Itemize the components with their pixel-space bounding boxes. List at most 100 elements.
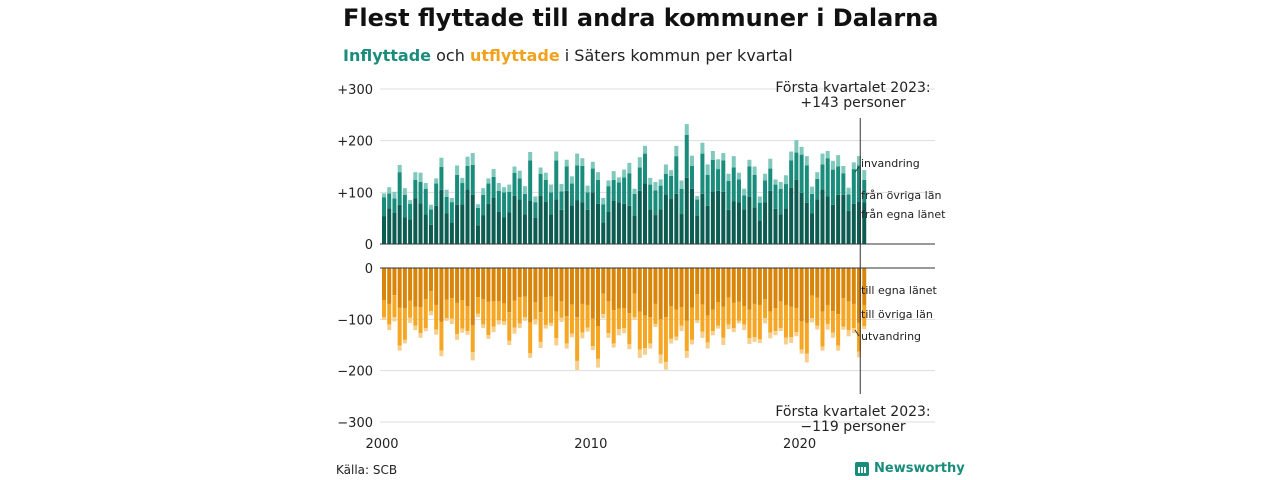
bar-out-egna: [543, 268, 548, 298]
bar-out-utvandring: [428, 311, 433, 316]
bar-out-ovriga: [794, 308, 799, 333]
series-label-out: till övriga län: [861, 308, 933, 321]
bar-in-egna: [449, 222, 454, 244]
bar-in-egna: [747, 196, 752, 244]
bar-in-invandring: [804, 156, 809, 166]
bar-out-ovriga: [768, 311, 773, 333]
bar-out-utvandring: [585, 327, 590, 332]
bar-in-egna: [387, 208, 392, 244]
bar-in-ovriga: [428, 209, 433, 225]
bar-out-egna: [413, 268, 418, 307]
bar-out-egna: [669, 268, 674, 306]
bar-out-egna: [590, 268, 595, 319]
bar-out-ovriga: [836, 314, 841, 346]
bar-out-egna: [585, 268, 590, 305]
bar-in-invandring: [387, 187, 392, 194]
bar-out-ovriga: [846, 301, 851, 331]
bar-out-ovriga: [444, 299, 449, 319]
annotation-bottom-line2: −119 personer: [800, 419, 906, 435]
bar-out-ovriga: [408, 300, 413, 318]
bar-out-ovriga: [575, 317, 580, 361]
bar-in-egna: [569, 205, 574, 244]
bar-out-utvandring: [643, 348, 647, 355]
bar-out-utvandring: [789, 337, 794, 343]
bar-in-ovriga: [491, 176, 496, 199]
bar-in-egna: [752, 207, 757, 244]
newsworthy-icon: [855, 461, 869, 476]
bar-in-egna: [757, 220, 762, 244]
bar-in-invandring: [549, 184, 554, 193]
bar-in-invandring: [752, 166, 757, 175]
bar-out-ovriga: [428, 291, 433, 312]
bar-in-egna: [413, 198, 418, 244]
bar-in-egna: [585, 209, 590, 244]
bar-in-ovriga: [731, 167, 736, 202]
bar-out-egna: [857, 268, 862, 323]
bar-in-egna: [810, 213, 815, 244]
bar-out-egna: [611, 268, 616, 311]
bar-out-utvandring: [846, 330, 851, 337]
subtitle-inflyttade: Inflyttade: [343, 46, 432, 65]
bar-in-ovriga: [423, 188, 428, 215]
bar-out-utvandring: [491, 326, 496, 333]
bar-out-ovriga: [512, 300, 517, 328]
bar-in-egna: [705, 205, 710, 244]
bar-out-ovriga: [679, 307, 684, 326]
bar-out-egna: [580, 268, 585, 304]
bar-in-ovriga: [637, 167, 642, 191]
bar-in-invandring: [810, 186, 815, 194]
bar-in-ovriga: [569, 183, 574, 206]
bar-out-egna: [804, 268, 809, 323]
bar-out-egna: [799, 268, 804, 322]
bar-in-ovriga: [632, 193, 637, 216]
bar-in-ovriga: [585, 192, 590, 210]
bar-in-invandring: [747, 159, 752, 167]
bar-out-egna: [387, 268, 392, 304]
bar-in-ovriga: [679, 188, 684, 215]
bar-out-utvandring: [721, 337, 726, 345]
bar-in-ovriga: [783, 184, 788, 209]
bar-in-ovriga: [418, 181, 423, 204]
bar-in-ovriga: [439, 167, 444, 190]
bar-in-egna: [695, 215, 700, 244]
bar-in-ovriga: [851, 169, 856, 204]
bar-out-utvandring: [674, 336, 679, 341]
bar-out-egna: [851, 268, 856, 304]
bar-in-invandring: [397, 164, 402, 173]
bar-in-invandring: [590, 161, 595, 169]
bar-out-utvandring: [757, 339, 762, 343]
bar-out-utvandring: [825, 323, 830, 330]
bar-out-ovriga: [596, 326, 601, 359]
bar-in-invandring: [742, 188, 747, 196]
bar-in-invandring: [632, 188, 637, 194]
bar-out-ovriga: [820, 311, 825, 347]
bar-out-utvandring: [470, 352, 475, 361]
bar-in-egna: [554, 199, 559, 244]
bar-in-egna: [726, 209, 731, 244]
bar-in-invandring: [580, 158, 585, 166]
bar-in-ovriga: [402, 194, 407, 218]
bar-out-egna: [439, 268, 444, 322]
bar-in-invandring: [434, 178, 439, 184]
bar-out-ovriga: [502, 303, 507, 322]
bar-in-egna: [611, 200, 616, 244]
bar-out-utvandring: [569, 333, 574, 338]
bar-out-egna: [820, 268, 825, 312]
bar-out-utvandring: [637, 349, 642, 358]
bar-out-egna: [622, 268, 627, 309]
bar-out-ovriga: [387, 303, 392, 325]
bar-in-ovriga: [517, 178, 522, 200]
bar-in-invandring: [606, 180, 611, 187]
bar-in-invandring: [710, 150, 715, 160]
bar-in-ovriga: [768, 168, 773, 191]
bar-in-ovriga: [455, 174, 460, 205]
bar-in-egna: [862, 202, 867, 244]
bar-out-ovriga: [470, 324, 475, 353]
bar-in-egna: [669, 199, 674, 244]
bar-out-utvandring: [522, 317, 527, 321]
bar-in-ovriga: [502, 192, 507, 218]
bar-out-utvandring: [752, 337, 757, 342]
bar-out-ovriga: [747, 309, 752, 339]
bar-in-egna: [710, 191, 715, 244]
